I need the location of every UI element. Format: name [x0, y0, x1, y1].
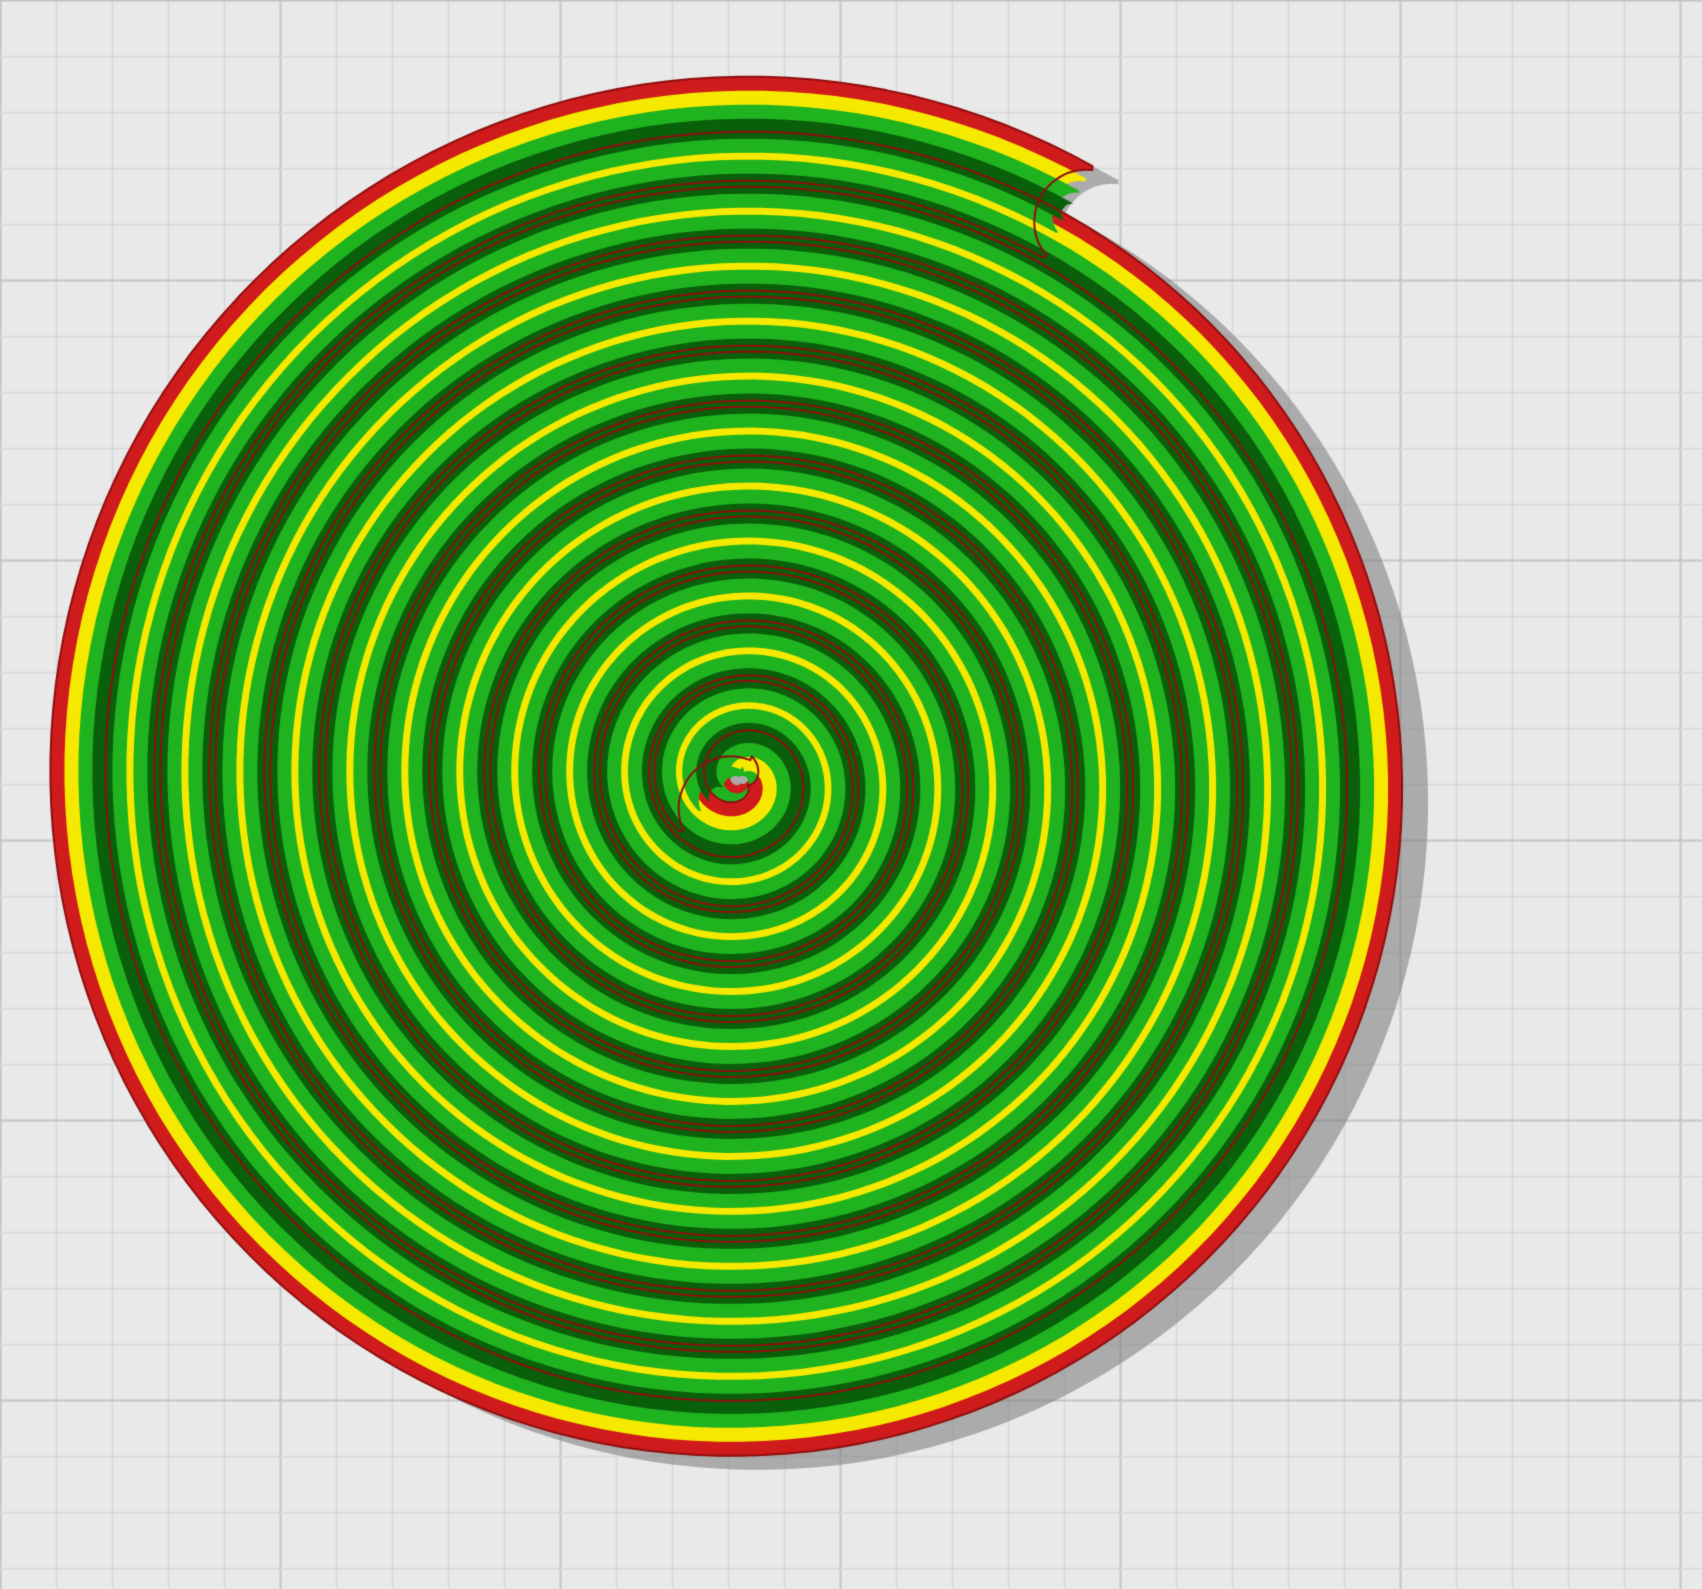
sliced-spiral-model[interactable]: [0, 0, 1702, 1589]
slicer-viewport[interactable]: [0, 0, 1702, 1589]
